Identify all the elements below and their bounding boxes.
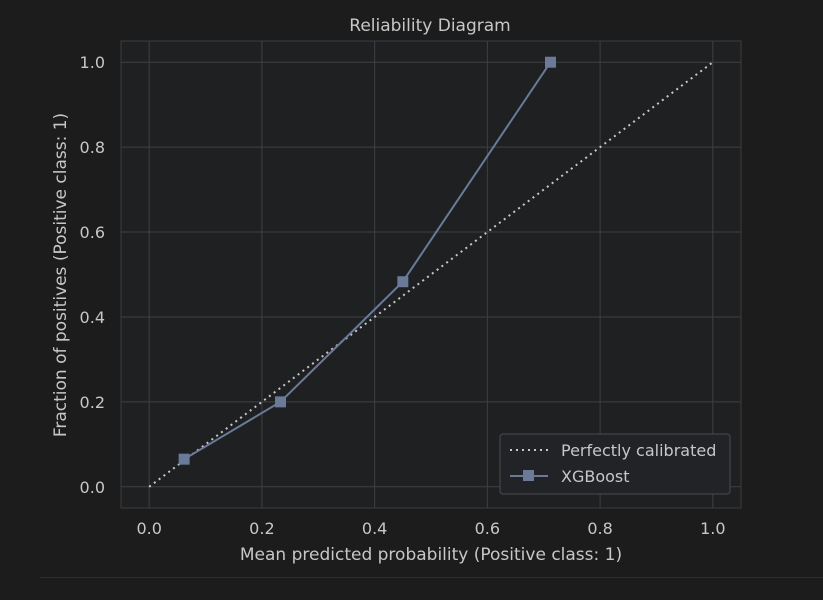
chart-title: Reliability Diagram [349,16,510,36]
y-tick-label: 1.0 [80,53,105,72]
legend-label-xgboost: XGBoost [561,467,630,486]
divider [40,577,823,578]
x-tick-label: 0.4 [362,519,387,538]
series-line-xgboost [183,61,552,461]
legend-swatch-xgboost-marker [523,470,534,481]
x-tick-label: 0.6 [475,519,500,538]
x-tick-label: 1.0 [700,519,725,538]
y-tick-label: 0.2 [80,393,105,412]
data-point-xgboost [544,56,556,68]
x-tick-label: 0.8 [587,519,612,538]
data-series [148,56,714,488]
x-tick-label: 0.2 [249,519,274,538]
legend: Perfectly calibrated XGBoost [499,433,731,495]
plot-area [120,40,742,509]
y-tick-label: 0.6 [80,223,105,242]
y-tick-label: 0.0 [80,478,105,497]
data-point-xgboost [275,396,287,408]
legend-box [499,433,731,495]
y-tick-label: 0.8 [80,138,105,157]
y-axis-label: Fraction of positives (Positive class: 1… [51,113,71,437]
x-axis-label: Mean predicted probability (Positive cla… [240,545,622,565]
data-point-xgboost [397,276,409,288]
data-point-xgboost [178,453,190,465]
legend-label-perfectly-calibrated: Perfectly calibrated [561,441,716,460]
series-line-perfectly-calibrated [148,61,714,488]
tick-labels: 0.0 0.2 0.4 0.6 0.8 1.0 0.0 0.2 0.4 0.6 0.8 1.0 [80,53,726,538]
y-tick-label: 0.4 [80,308,105,327]
x-tick-label: 0.0 [136,519,161,538]
